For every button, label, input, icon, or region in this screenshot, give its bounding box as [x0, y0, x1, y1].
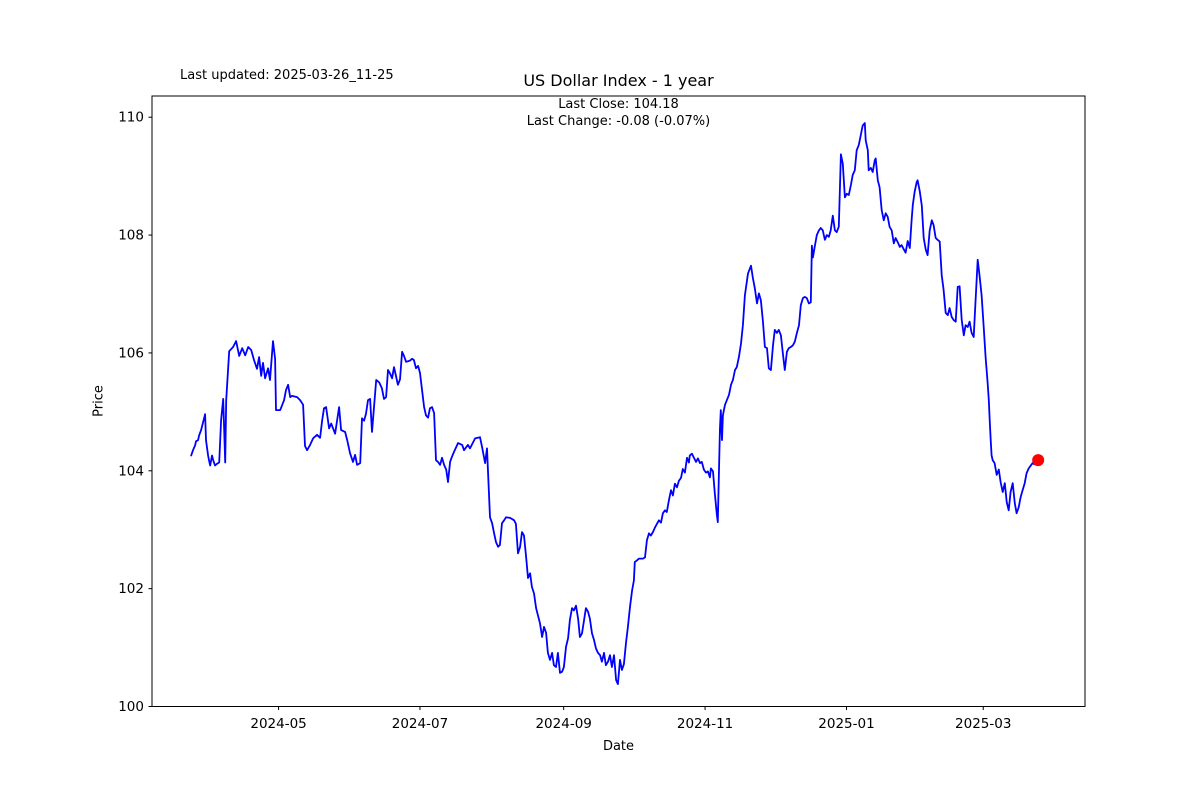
plot-border — [151, 95, 1086, 707]
chart-title: US Dollar Index - 1 year — [523, 71, 714, 90]
y-tick-label: 102 — [118, 581, 144, 597]
x-tick-label: 2025-03 — [955, 716, 1011, 732]
y-axis-label: Price — [91, 385, 107, 417]
last-close-annotation: Last Close: 104.18 — [558, 97, 679, 112]
x-axis-label: Date — [602, 739, 635, 754]
last-updated-text: Last updated: 2025-03-26_11-25 — [180, 68, 394, 83]
x-tick-label: 2025-01 — [818, 716, 874, 732]
last-change-annotation: Last Change: -0.08 (-0.07%) — [526, 114, 711, 129]
last-price-marker — [1032, 454, 1045, 467]
y-tick-label: 100 — [118, 699, 144, 715]
y-tick-label: 110 — [118, 110, 144, 126]
y-tick-label: 108 — [118, 228, 144, 244]
x-tick-label: 2024-09 — [535, 716, 591, 732]
x-tick-label: 2024-05 — [250, 716, 306, 732]
x-tick-label: 2024-11 — [677, 716, 733, 732]
y-tick-label: 106 — [118, 345, 144, 361]
y-tick-label: 104 — [118, 463, 144, 479]
price-line — [190, 122, 1040, 685]
x-tick-label: 2024-07 — [392, 716, 448, 732]
